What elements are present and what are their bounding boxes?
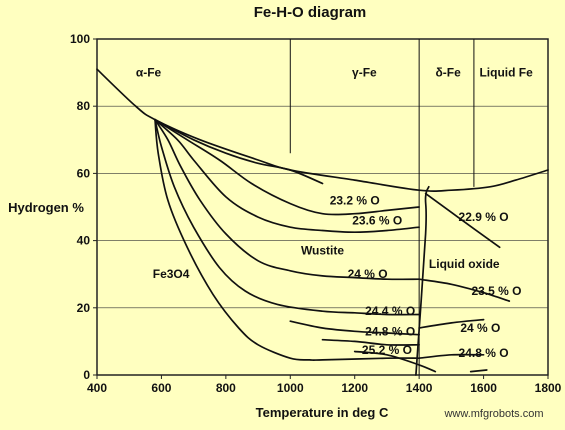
region-label: 23.2 % O [330,193,380,207]
boundary-curve [154,118,420,216]
plot-area: 400 600 800 1000 1200 1400 1600 1800 0 20 40 60 80 10… [70,32,562,395]
boundary-curve [154,118,420,361]
boundary-curve [96,68,549,192]
region-label: Fe3O4 [153,267,190,281]
boundary-curve [424,192,501,249]
y-tick-label: 100 [70,32,90,46]
y-axis-label: Hydrogen % [8,200,84,215]
boundary-curve [154,118,420,234]
boundary-curve [289,320,420,336]
region-label: Wustite [301,244,344,258]
boundary-curve [469,369,488,373]
plot-frame [96,38,549,376]
region-label: 25.2 % O [362,343,412,357]
x-axis-label: Temperature in deg C [256,405,389,420]
region-label: 24.8 % O [459,346,509,360]
region-label: γ-Fe [352,66,377,80]
boundary-curve [154,118,420,316]
boundary-curve [418,318,485,329]
x-tick-label: 400 [87,381,107,395]
y-tick-label: 40 [77,234,91,248]
region-label: 24 % O [348,267,388,281]
x-tick-label: 1000 [277,381,304,395]
chart-title: Fe-H-O diagram [254,4,367,21]
y-tick-label: 60 [77,166,91,180]
x-tick-label: 800 [216,381,236,395]
region-label: 24.4 % O [365,304,415,318]
watermark: www.mfgrobots.com [443,408,543,420]
region-label: α-Fe [136,66,162,80]
x-tick-label: 600 [151,381,171,395]
region-label: δ-Fe [435,66,461,80]
region-label: 23.6 % O [352,213,402,227]
region-label: 22.9 % O [459,210,509,224]
y-tick-label: 80 [77,99,91,113]
boundary-curve [321,338,420,346]
region-label: 24.8 % O [365,324,415,338]
region-label: 24 % O [460,321,500,335]
boundary-curve [154,118,420,281]
boundary-curve [418,353,485,360]
region-label: Liquid Fe [479,66,533,80]
boundary-curve [353,350,437,373]
y-tick-label: 20 [77,301,91,315]
region-label: 23.5 % O [471,284,521,298]
x-tick-label: 1600 [470,381,497,395]
boundary-curve [415,185,430,376]
x-tick-label: 1800 [535,381,562,395]
y-tick-label: 0 [83,368,90,382]
x-tick-label: 1200 [341,381,368,395]
region-label: Liquid oxide [429,257,500,271]
boundary-curve [418,278,511,302]
boundary-curve [154,118,324,185]
x-tick-label: 1400 [406,381,433,395]
